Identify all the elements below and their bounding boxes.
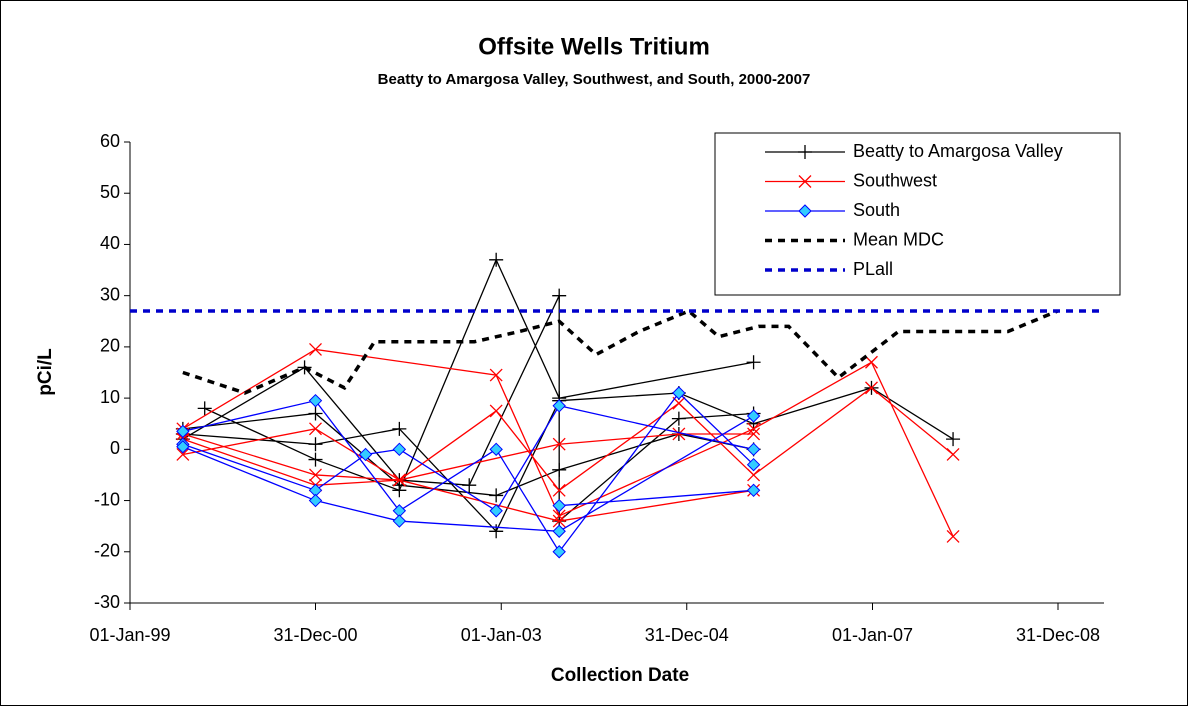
data-point [552, 545, 566, 559]
legend-box [714, 132, 1121, 296]
data-point [552, 498, 566, 513]
data-point [308, 437, 323, 452]
data-point [747, 427, 761, 441]
data-point [946, 447, 960, 461]
chart-subtitle: Beatty to Amargosa Valley, Southwest, an… [378, 71, 811, 88]
data-point [197, 401, 212, 416]
data-point [746, 355, 761, 370]
data-point [392, 442, 407, 457]
x-tick-label: 01-Jan-03 [461, 625, 542, 645]
data-point [489, 442, 503, 457]
x-tick-label: 31-Dec-08 [1016, 625, 1100, 645]
data-point [176, 424, 190, 439]
data-point [309, 468, 322, 482]
data-point [552, 462, 567, 477]
data-point [865, 355, 878, 369]
data-point [489, 504, 503, 518]
data-point [489, 252, 504, 267]
data-point [489, 488, 504, 503]
chart-title: Offsite Wells Tritium [478, 33, 710, 60]
legend-marker [798, 175, 812, 188]
x-axis-label: Collection Date [551, 665, 689, 686]
data-point [671, 411, 686, 426]
data-point [946, 529, 960, 543]
legend-label: Southwest [853, 170, 937, 190]
y-tick-label: 0 [110, 438, 120, 458]
y-tick-label: -30 [94, 592, 120, 612]
legend-label: Mean MDC [853, 229, 944, 249]
y-tick-label: -10 [94, 489, 120, 509]
data-point [489, 368, 503, 382]
data-point [865, 381, 878, 395]
data-point [552, 509, 566, 523]
y-tick-label: 30 [100, 284, 120, 304]
series-line [182, 309, 1059, 395]
data-point [552, 399, 566, 413]
data-point [392, 514, 407, 528]
legend-label: PLall [853, 259, 893, 279]
data-point [309, 342, 322, 356]
legend-marker [798, 204, 812, 218]
data-point [746, 409, 761, 423]
data-point [552, 288, 567, 303]
data-point [308, 393, 323, 408]
x-tick-label: 01-Jan-07 [832, 625, 913, 645]
data-point [358, 447, 373, 462]
y-tick-label: 60 [100, 131, 120, 151]
data-point [392, 421, 407, 436]
y-tick-label: 50 [100, 182, 120, 202]
y-tick-label: 40 [100, 233, 120, 253]
data-point [746, 442, 761, 457]
data-point [392, 473, 406, 487]
x-tick-label: 31-Dec-04 [645, 625, 729, 645]
y-tick-label: -20 [94, 541, 120, 561]
data-point [552, 437, 566, 451]
legend-marker [798, 145, 812, 159]
y-tick-label: 10 [100, 387, 120, 407]
data-point [176, 447, 190, 461]
legend-label: Beatty to Amargosa Valley [853, 141, 1063, 161]
data-point [309, 422, 322, 436]
data-point [672, 427, 686, 441]
data-point [746, 457, 761, 472]
data-point [672, 386, 686, 400]
legend-label: South [853, 200, 900, 220]
data-point [489, 404, 503, 418]
data-point [552, 514, 566, 528]
data-point [176, 440, 190, 454]
data-point [462, 478, 477, 493]
data-point [308, 452, 323, 467]
data-point [308, 493, 323, 508]
x-tick-label: 01-Jan-99 [89, 625, 170, 645]
x-tick-label: 31-Dec-00 [273, 625, 357, 645]
data-point [552, 483, 566, 497]
data-point [552, 524, 566, 538]
y-axis-label: pCi/L [35, 348, 56, 396]
data-point [747, 422, 761, 436]
data-point [946, 432, 961, 447]
y-tick-label: 20 [100, 336, 120, 356]
data-point [746, 483, 761, 498]
data-point [747, 468, 761, 482]
data-point [308, 406, 323, 421]
